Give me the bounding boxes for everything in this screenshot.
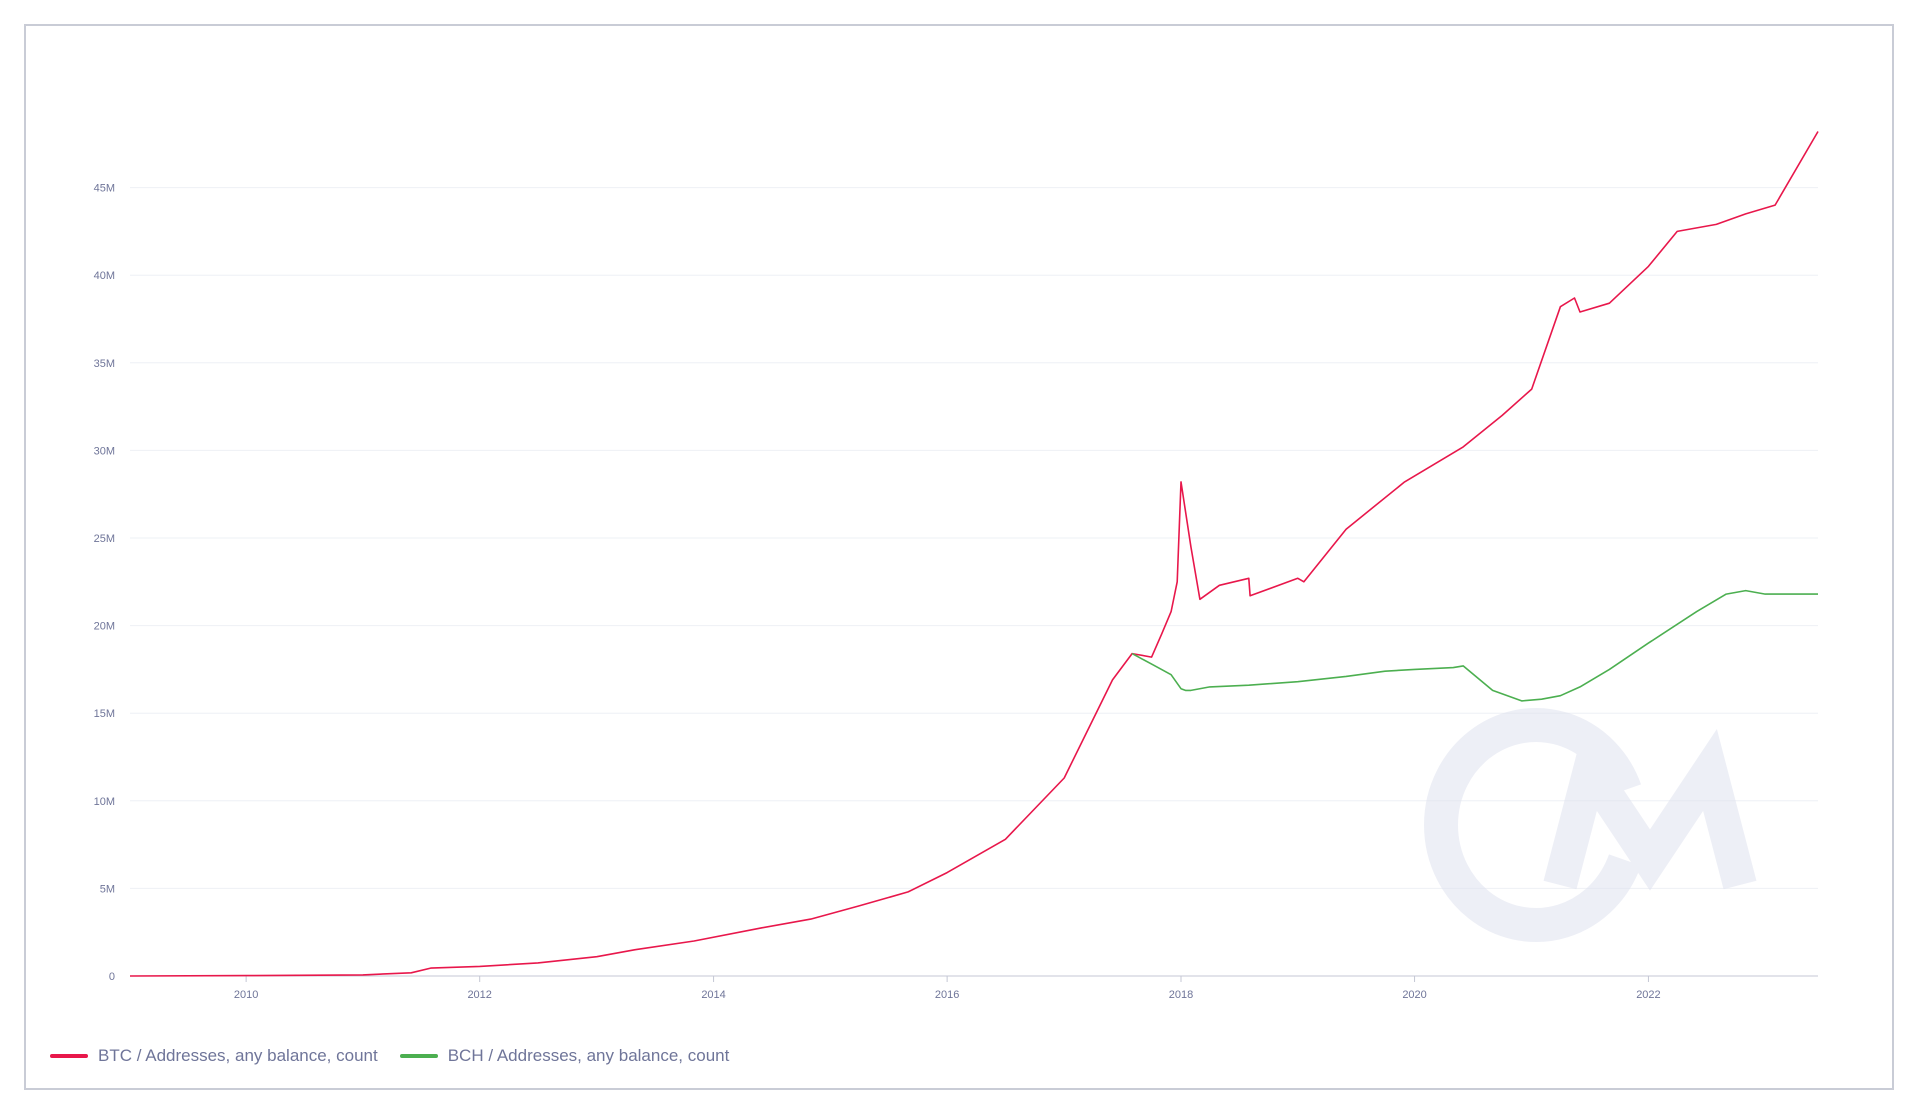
legend-item-btc[interactable]: BTC / Addresses, any balance, count — [50, 1046, 378, 1066]
x-tick-label: 2020 — [1402, 989, 1426, 1001]
series-line-bch[interactable] — [1131, 589, 1818, 702]
x-tick-label: 2010 — [234, 989, 258, 1001]
series-line-btc[interactable] — [129, 131, 1819, 977]
y-tick-label: 30M — [94, 445, 115, 457]
y-tick-label: 0 — [109, 971, 115, 983]
legend: BTC / Addresses, any balance, count BCH … — [50, 1045, 751, 1067]
watermark-text: CM — [0, 0, 2, 1]
y-tick-label: 15M — [94, 708, 115, 720]
x-tick-label: 2014 — [701, 989, 725, 1001]
y-tick-label: 20M — [94, 621, 115, 633]
legend-swatch-btc — [50, 1054, 88, 1058]
series-lines — [129, 131, 1819, 977]
y-tick-label: 25M — [94, 533, 115, 545]
y-tick-label: 5M — [100, 883, 115, 895]
y-tick-label: 40M — [94, 270, 115, 282]
x-tick-label: 2022 — [1636, 989, 1660, 1001]
legend-label-bch: BCH / Addresses, any balance, count — [447, 1046, 730, 1065]
y-tick-label: 45M — [94, 183, 115, 195]
y-axis-ticks: 0 5M 10M 15M 20M 25M 30M 35M 40M 45M — [94, 183, 115, 983]
y-tick-label: 10M — [94, 796, 115, 808]
legend-item-bch[interactable]: BCH / Addresses, any balance, count — [399, 1046, 730, 1066]
cm-watermark: CM — [0, 0, 1757, 942]
y-tick-label: 35M — [94, 358, 115, 370]
grid-lines — [130, 187, 1818, 977]
x-tick-label: 2018 — [1169, 989, 1193, 1001]
legend-label-btc: BTC / Addresses, any balance, count — [98, 1046, 378, 1065]
legend-swatch-bch — [399, 1054, 438, 1058]
x-tick-label: 2012 — [467, 989, 491, 1001]
x-axis-ticks: 2010 2012 2014 2016 2018 2020 2022 — [234, 976, 1661, 1001]
x-tick-label: 2016 — [935, 989, 959, 1001]
